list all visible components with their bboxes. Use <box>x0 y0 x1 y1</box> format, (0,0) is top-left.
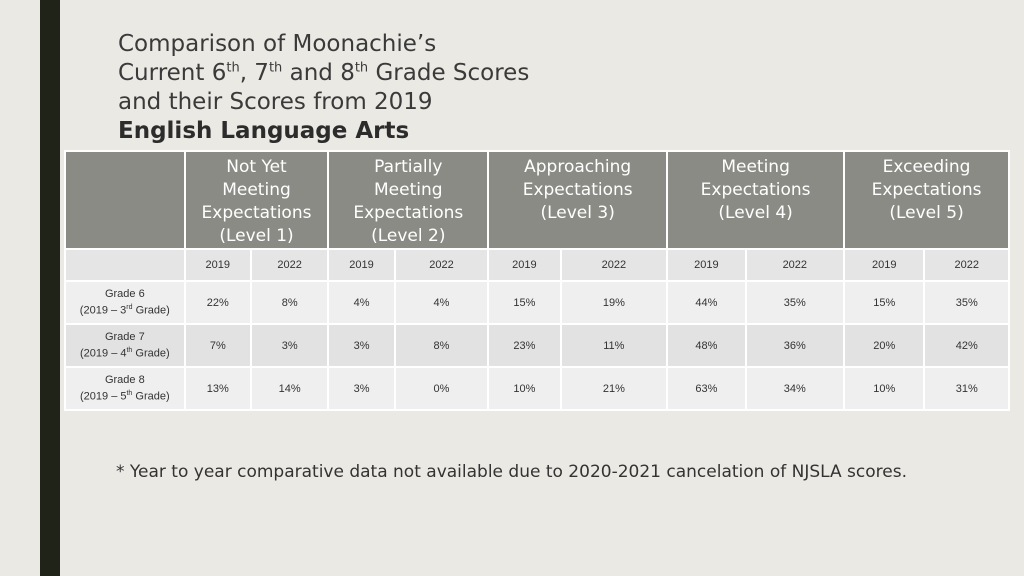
score-cell: 35% <box>744 280 846 325</box>
score-cell: 48% <box>666 323 747 368</box>
year-header-row: 2019 2022 2019 2022 2019 2022 2019 2022 2019 2022 <box>64 248 1010 282</box>
year-cell: 2022 <box>393 248 490 282</box>
header-level-2-line: (Level 2) <box>371 226 446 246</box>
header-level-1-line: (Level 1) <box>219 226 294 246</box>
score-cell: 20% <box>843 323 926 368</box>
score-cell: 63% <box>666 366 747 411</box>
table-row: Grade 8 (2019 – 5th Grade) 13% 14% 3% 0% 10% 21… <box>64 366 1010 411</box>
grade-label-cell: Grade 7 (2019 – 4th Grade) <box>64 323 186 368</box>
header-level-3-line: Expectations <box>522 180 633 200</box>
score-cell: 31% <box>923 366 1010 411</box>
header-level-2-line: Expectations <box>353 203 464 223</box>
header-level-1-line: Expectations <box>201 203 312 223</box>
score-cell: 21% <box>559 366 669 411</box>
header-level-3-line: (Level 3) <box>540 203 615 223</box>
table-row: Grade 6 (2019 – 3rd Grade) 22% 8% 4% 4% 15% 19%… <box>64 280 1010 325</box>
year-corner-cell <box>64 248 186 282</box>
level-header-row: Not Yet Meeting Expectations (Level 1) Part… <box>64 150 1010 250</box>
header-level-5-line: (Level 5) <box>889 203 964 223</box>
score-cell: 23% <box>487 323 562 368</box>
grade-label: Grade 6 <box>104 288 145 301</box>
header-level-4-line: (Level 4) <box>718 203 793 223</box>
score-cell: 15% <box>487 280 562 325</box>
header-level-4: Meeting Expectations (Level 4) <box>666 150 846 250</box>
year-cell: 2019 <box>666 248 747 282</box>
score-cell: 14% <box>249 366 330 411</box>
header-level-2-line: Partially <box>374 157 443 177</box>
header-level-5-line: Exceeding <box>882 157 971 177</box>
score-cell: 0% <box>393 366 490 411</box>
year-cell: 2022 <box>559 248 669 282</box>
grade-label: Grade 7 <box>104 331 145 344</box>
year-cell: 2019 <box>183 248 252 282</box>
slide-title: Comparison of Moonachie’s Current 6th, 7… <box>118 30 818 146</box>
grade-label: Grade 8 <box>104 374 145 387</box>
header-level-2: Partially Meeting Expectations (Level 2) <box>327 150 490 250</box>
year-cell: 2022 <box>744 248 846 282</box>
score-cell: 15% <box>843 280 926 325</box>
scores-table: Not Yet Meeting Expectations (Level 1) Part… <box>64 150 1010 411</box>
score-cell: 4% <box>393 280 490 325</box>
header-level-4-line: Expectations <box>700 180 811 200</box>
header-corner-cell <box>64 150 186 250</box>
header-level-3-line: Approaching <box>524 157 632 177</box>
grade-2019-label: (2019 – 4th Grade) <box>80 347 170 360</box>
score-cell: 35% <box>923 280 1010 325</box>
header-level-2-line: Meeting <box>374 180 443 200</box>
grade-2019-label: (2019 – 3rd Grade) <box>79 304 170 317</box>
score-cell: 3% <box>249 323 330 368</box>
grade-label-cell: Grade 6 (2019 – 3rd Grade) <box>64 280 186 325</box>
score-cell: 11% <box>559 323 669 368</box>
year-cell: 2019 <box>327 248 396 282</box>
table-row: Grade 7 (2019 – 4th Grade) 7% 3% 3% 8% 23% 11% 4… <box>64 323 1010 368</box>
score-cell: 3% <box>327 366 396 411</box>
score-cell: 7% <box>183 323 252 368</box>
score-cell: 8% <box>249 280 330 325</box>
score-cell: 3% <box>327 323 396 368</box>
header-level-1: Not Yet Meeting Expectations (Level 1) <box>183 150 330 250</box>
score-cell: 19% <box>559 280 669 325</box>
header-level-5: Exceeding Expectations (Level 5) <box>843 150 1010 250</box>
score-cell: 34% <box>744 366 846 411</box>
header-level-1-line: Not Yet <box>226 157 287 177</box>
header-level-4-line: Meeting <box>721 157 790 177</box>
footnote: * Year to year comparative data not avai… <box>116 462 907 482</box>
score-cell: 8% <box>393 323 490 368</box>
score-cell: 22% <box>183 280 252 325</box>
title-line-2: Current 6th, 7th and 8th Grade Scores <box>118 60 530 86</box>
header-level-1-line: Meeting <box>222 180 291 200</box>
header-level-5-line: Expectations <box>871 180 982 200</box>
year-cell: 2019 <box>487 248 562 282</box>
score-cell: 42% <box>923 323 1010 368</box>
year-cell: 2019 <box>843 248 926 282</box>
header-level-3: Approaching Expectations (Level 3) <box>487 150 669 250</box>
year-cell: 2022 <box>923 248 1010 282</box>
score-cell: 10% <box>843 366 926 411</box>
grade-label-cell: Grade 8 (2019 – 5th Grade) <box>64 366 186 411</box>
grade-2019-label: (2019 – 5th Grade) <box>80 390 170 403</box>
left-accent-bar <box>40 0 60 576</box>
year-cell: 2022 <box>249 248 330 282</box>
score-cell: 13% <box>183 366 252 411</box>
title-line-1: Comparison of Moonachie’s <box>118 31 437 57</box>
score-cell: 36% <box>744 323 846 368</box>
score-cell: 10% <box>487 366 562 411</box>
subject-subtitle: English Language Arts <box>118 118 410 144</box>
score-cell: 44% <box>666 280 747 325</box>
score-cell: 4% <box>327 280 396 325</box>
title-line-3: and their Scores from 2019 <box>118 89 433 115</box>
